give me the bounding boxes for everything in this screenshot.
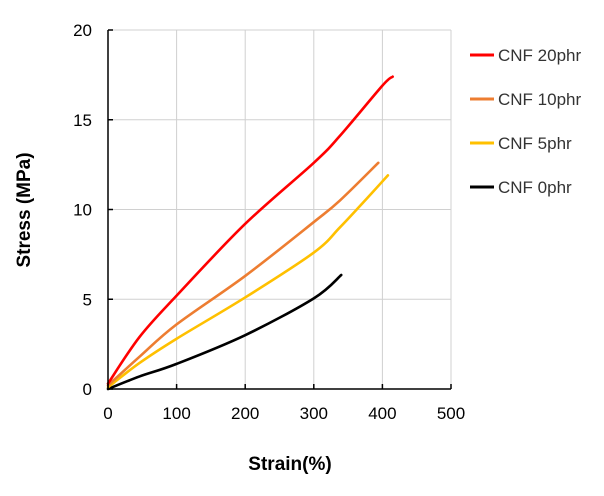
legend-label-cnf-5phr: CNF 5phr: [498, 134, 572, 153]
x-tick-label: 300: [300, 404, 328, 423]
series-line-cnf-20phr: [106, 75, 394, 385]
y-tick-label: 5: [83, 290, 92, 309]
legend: CNF 20phr CNF 10phr CNF 5phr CNF 0phr: [470, 46, 581, 197]
y-tick-label: 10: [73, 201, 92, 220]
legend-label-cnf-20phr: CNF 20phr: [498, 46, 581, 65]
x-tick-label: 0: [103, 404, 112, 423]
series-line-cnf-5phr: [106, 174, 390, 389]
y-tick-label: 20: [73, 21, 92, 40]
x-tick-label: 400: [368, 404, 396, 423]
x-tick-label: 100: [162, 404, 190, 423]
y-tick-label: 15: [73, 111, 92, 130]
series-group: [106, 75, 394, 391]
legend-label-cnf-0phr: CNF 0phr: [498, 178, 572, 197]
x-tick-label: 200: [231, 404, 259, 423]
y-axis-label: Stress (MPa): [14, 152, 35, 267]
x-axis-label: Strain(%): [248, 454, 331, 475]
axes: [107, 29, 452, 390]
legend-label-cnf-10phr: CNF 10phr: [498, 90, 581, 109]
grid: [108, 29, 452, 389]
series-line-cnf-10phr: [106, 161, 380, 387]
x-tick-label: 500: [437, 404, 465, 423]
y-tick-label: 0: [83, 380, 92, 399]
series-line-cnf-0phr: [106, 273, 343, 391]
